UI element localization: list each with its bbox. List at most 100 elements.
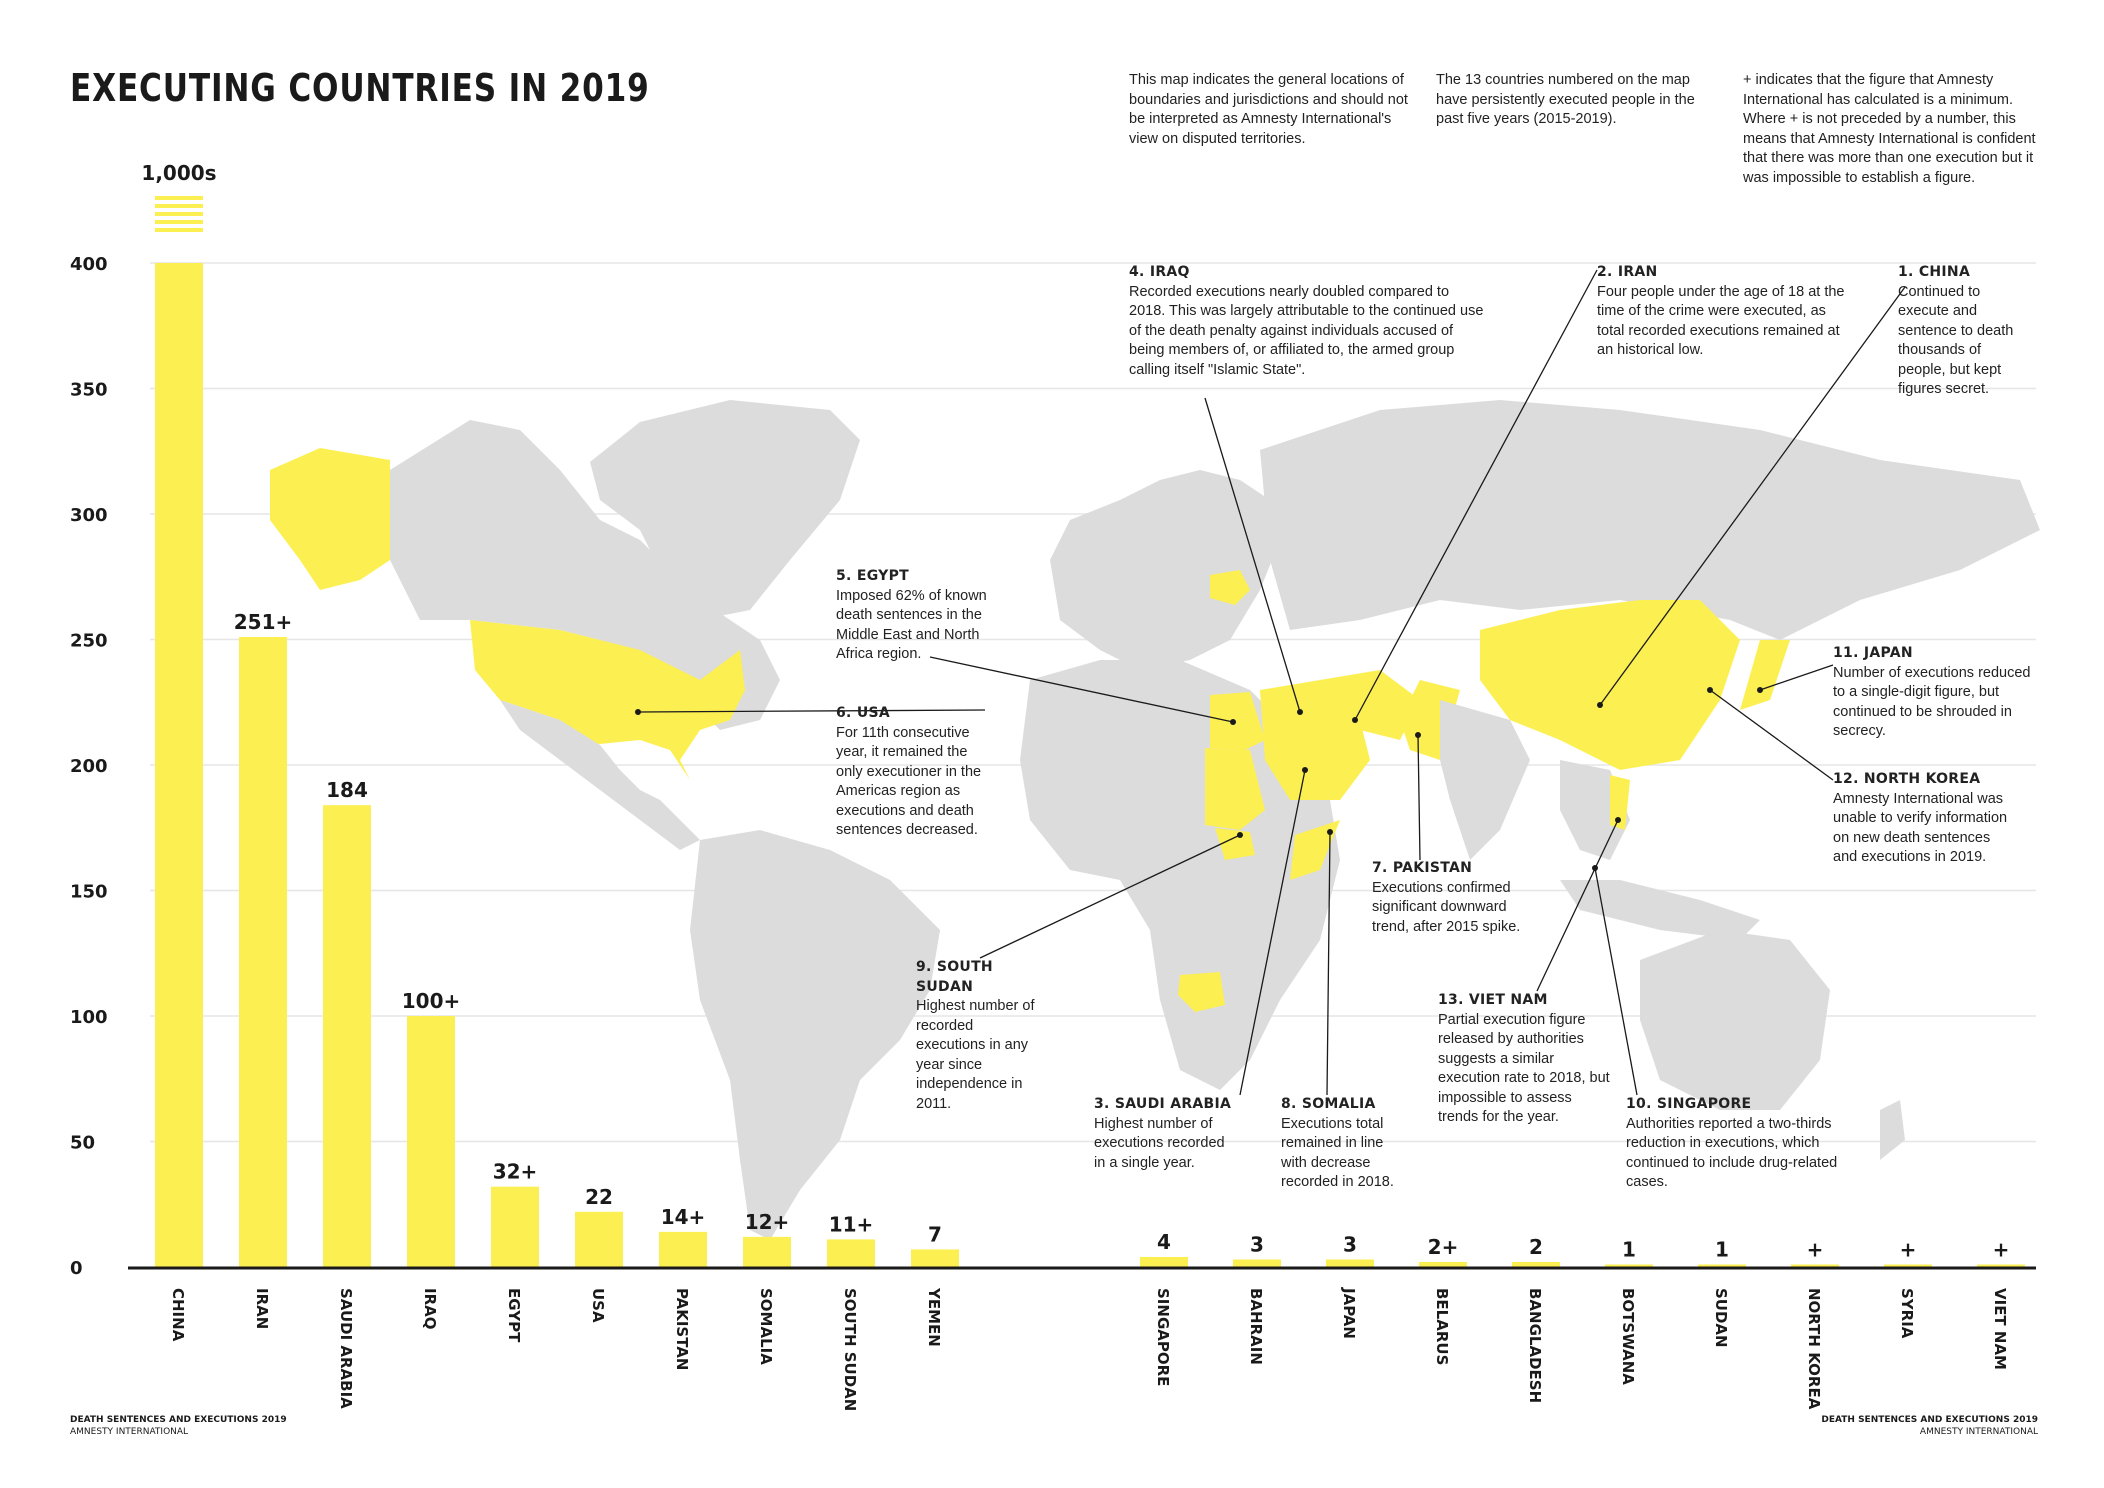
australia xyxy=(1640,930,1830,1110)
leader-line xyxy=(1594,867,1638,1096)
y-tick-label: 100 xyxy=(70,1007,108,1028)
bar-value-label: 3 xyxy=(1250,1232,1264,1256)
bar-break-gap xyxy=(155,208,203,211)
south-america xyxy=(690,830,940,1240)
sudan xyxy=(1205,748,1265,830)
bar xyxy=(407,1016,455,1267)
bar xyxy=(1233,1259,1281,1267)
category-label: NORTH KOREA xyxy=(1805,1288,1823,1410)
bar-value-label: + xyxy=(1900,1237,1917,1261)
bar-value-label: 1 xyxy=(1715,1237,1729,1261)
bar-value-label: 14+ xyxy=(661,1205,706,1229)
bar-value-label: 1,000s xyxy=(141,161,216,185)
bar-value-label: 100+ xyxy=(402,989,461,1013)
iran xyxy=(1320,670,1420,740)
footer-right: DEATH SENTENCES AND EXECUTIONS 2019 AMNE… xyxy=(1821,1415,2038,1437)
bar-break-stripe xyxy=(155,220,203,224)
category-label: BANGLADESH xyxy=(1526,1288,1544,1403)
bar-value-label: 32+ xyxy=(493,1160,538,1184)
category-label: IRAN xyxy=(253,1288,271,1329)
category-label: BELARUS xyxy=(1433,1288,1451,1365)
leader-dot xyxy=(1415,732,1421,738)
bars: 1,000s CHINA 251+ IRAN 184 SAUDI ARABIA 100+ IR… xyxy=(128,161,2036,1411)
bar-break-stripe xyxy=(155,212,203,216)
botswana xyxy=(1178,972,1225,1012)
annotation-iran: 2. IRAN Four people under the age of 18 … xyxy=(1597,264,1845,358)
new-zealand xyxy=(1880,1100,1905,1160)
bar xyxy=(155,263,203,1267)
korea-japan xyxy=(1700,640,1790,710)
leader-line xyxy=(637,709,986,713)
leader-line xyxy=(1204,397,1301,713)
annotation-viet-nam: 13. VIET NAM Partial execution figure re… xyxy=(1438,992,1610,1125)
leader-dot xyxy=(1352,717,1358,723)
bar xyxy=(1512,1261,1560,1267)
bar-value-label: 7 xyxy=(928,1222,942,1246)
canada xyxy=(390,420,780,730)
leader-dot xyxy=(1327,829,1333,835)
leader-line xyxy=(1599,286,1906,706)
africa xyxy=(1020,660,1340,1090)
category-label: SYRIA xyxy=(1898,1288,1916,1339)
leader-line xyxy=(1536,819,1619,992)
leader-dot xyxy=(1297,709,1303,715)
category-label: VIET NAM xyxy=(1991,1288,2009,1370)
category-label: SAUDI ARABIA xyxy=(337,1288,355,1409)
bar-break-gap xyxy=(155,200,203,203)
viet-nam xyxy=(1610,775,1630,830)
bar xyxy=(1326,1259,1374,1267)
numbered-countries-note: The 13 countries numbered on the map hav… xyxy=(1436,72,1695,127)
category-label: BAHRAIN xyxy=(1247,1288,1265,1365)
category-label: USA xyxy=(589,1288,607,1323)
annotation-usa: 6. USA For 11th consecutive year, it rem… xyxy=(836,705,982,838)
category-label: IRAQ xyxy=(421,1288,439,1330)
bar-break-gap xyxy=(155,216,203,219)
bar-value-label: 1 xyxy=(1622,1237,1636,1261)
bar xyxy=(743,1236,791,1267)
leader-line xyxy=(1354,269,1598,721)
annotation-singapore: 10. SINGAPORE Authorities reported a two… xyxy=(1626,1096,1838,1190)
y-tick-label: 400 xyxy=(70,254,108,275)
category-label: PAKISTAN xyxy=(673,1288,691,1370)
bar-value-label: 251+ xyxy=(234,610,293,634)
plus-meaning-note: + indicates that the figure that Amnesty… xyxy=(1743,72,2036,186)
bar-break-stripe xyxy=(155,196,203,200)
bar xyxy=(239,636,287,1267)
alaska xyxy=(270,448,390,590)
leader-dot xyxy=(1707,687,1713,693)
mexico-central-america xyxy=(500,700,700,850)
map-disclaimer-note: This map indicates the general locations… xyxy=(1129,72,1408,147)
leader-dot xyxy=(635,709,641,715)
annotation-somalia: 8. SOMALIA Executions total remained in … xyxy=(1281,1096,1394,1190)
bar xyxy=(491,1186,539,1267)
bar xyxy=(1977,1264,2025,1267)
leader-line xyxy=(929,656,1234,723)
y-tick-label: 250 xyxy=(70,631,108,652)
leader-line xyxy=(1239,769,1306,1096)
bar xyxy=(1791,1264,1839,1267)
annotation-iraq: 4. IRAQ Recorded executions nearly doubl… xyxy=(1129,264,1484,378)
leader-line xyxy=(1326,831,1331,1096)
usa xyxy=(470,620,745,780)
leader-line xyxy=(979,834,1241,959)
europe xyxy=(1050,470,1280,670)
bar-break-gap xyxy=(155,224,203,227)
bar xyxy=(323,805,371,1267)
y-tick-label: 0 xyxy=(70,1258,83,1279)
bar xyxy=(1698,1264,1746,1267)
category-label: SOUTH SUDAN xyxy=(841,1288,859,1411)
bar xyxy=(1884,1264,1932,1267)
china xyxy=(1480,600,1740,770)
page-title: EXECUTING COUNTRIES IN 2019 xyxy=(70,66,650,110)
annotation-egypt: 5. EGYPT Imposed 62% of known death sent… xyxy=(836,568,987,662)
leader-dot xyxy=(1302,767,1308,773)
bar-value-label: 4 xyxy=(1157,1230,1171,1254)
leader-line xyxy=(1417,734,1421,861)
annotation-south-sudan: 9. SOUTH SUDAN Highest number of recorde… xyxy=(916,959,1035,1112)
y-tick-label: 350 xyxy=(70,380,108,401)
category-label: BOTSWANA xyxy=(1619,1288,1637,1385)
y-tick-label: 150 xyxy=(70,882,108,903)
annotation-saudi-arabia: 3. SAUDI ARABIA Highest number of execut… xyxy=(1094,1096,1232,1171)
south-asia xyxy=(1440,700,1530,860)
